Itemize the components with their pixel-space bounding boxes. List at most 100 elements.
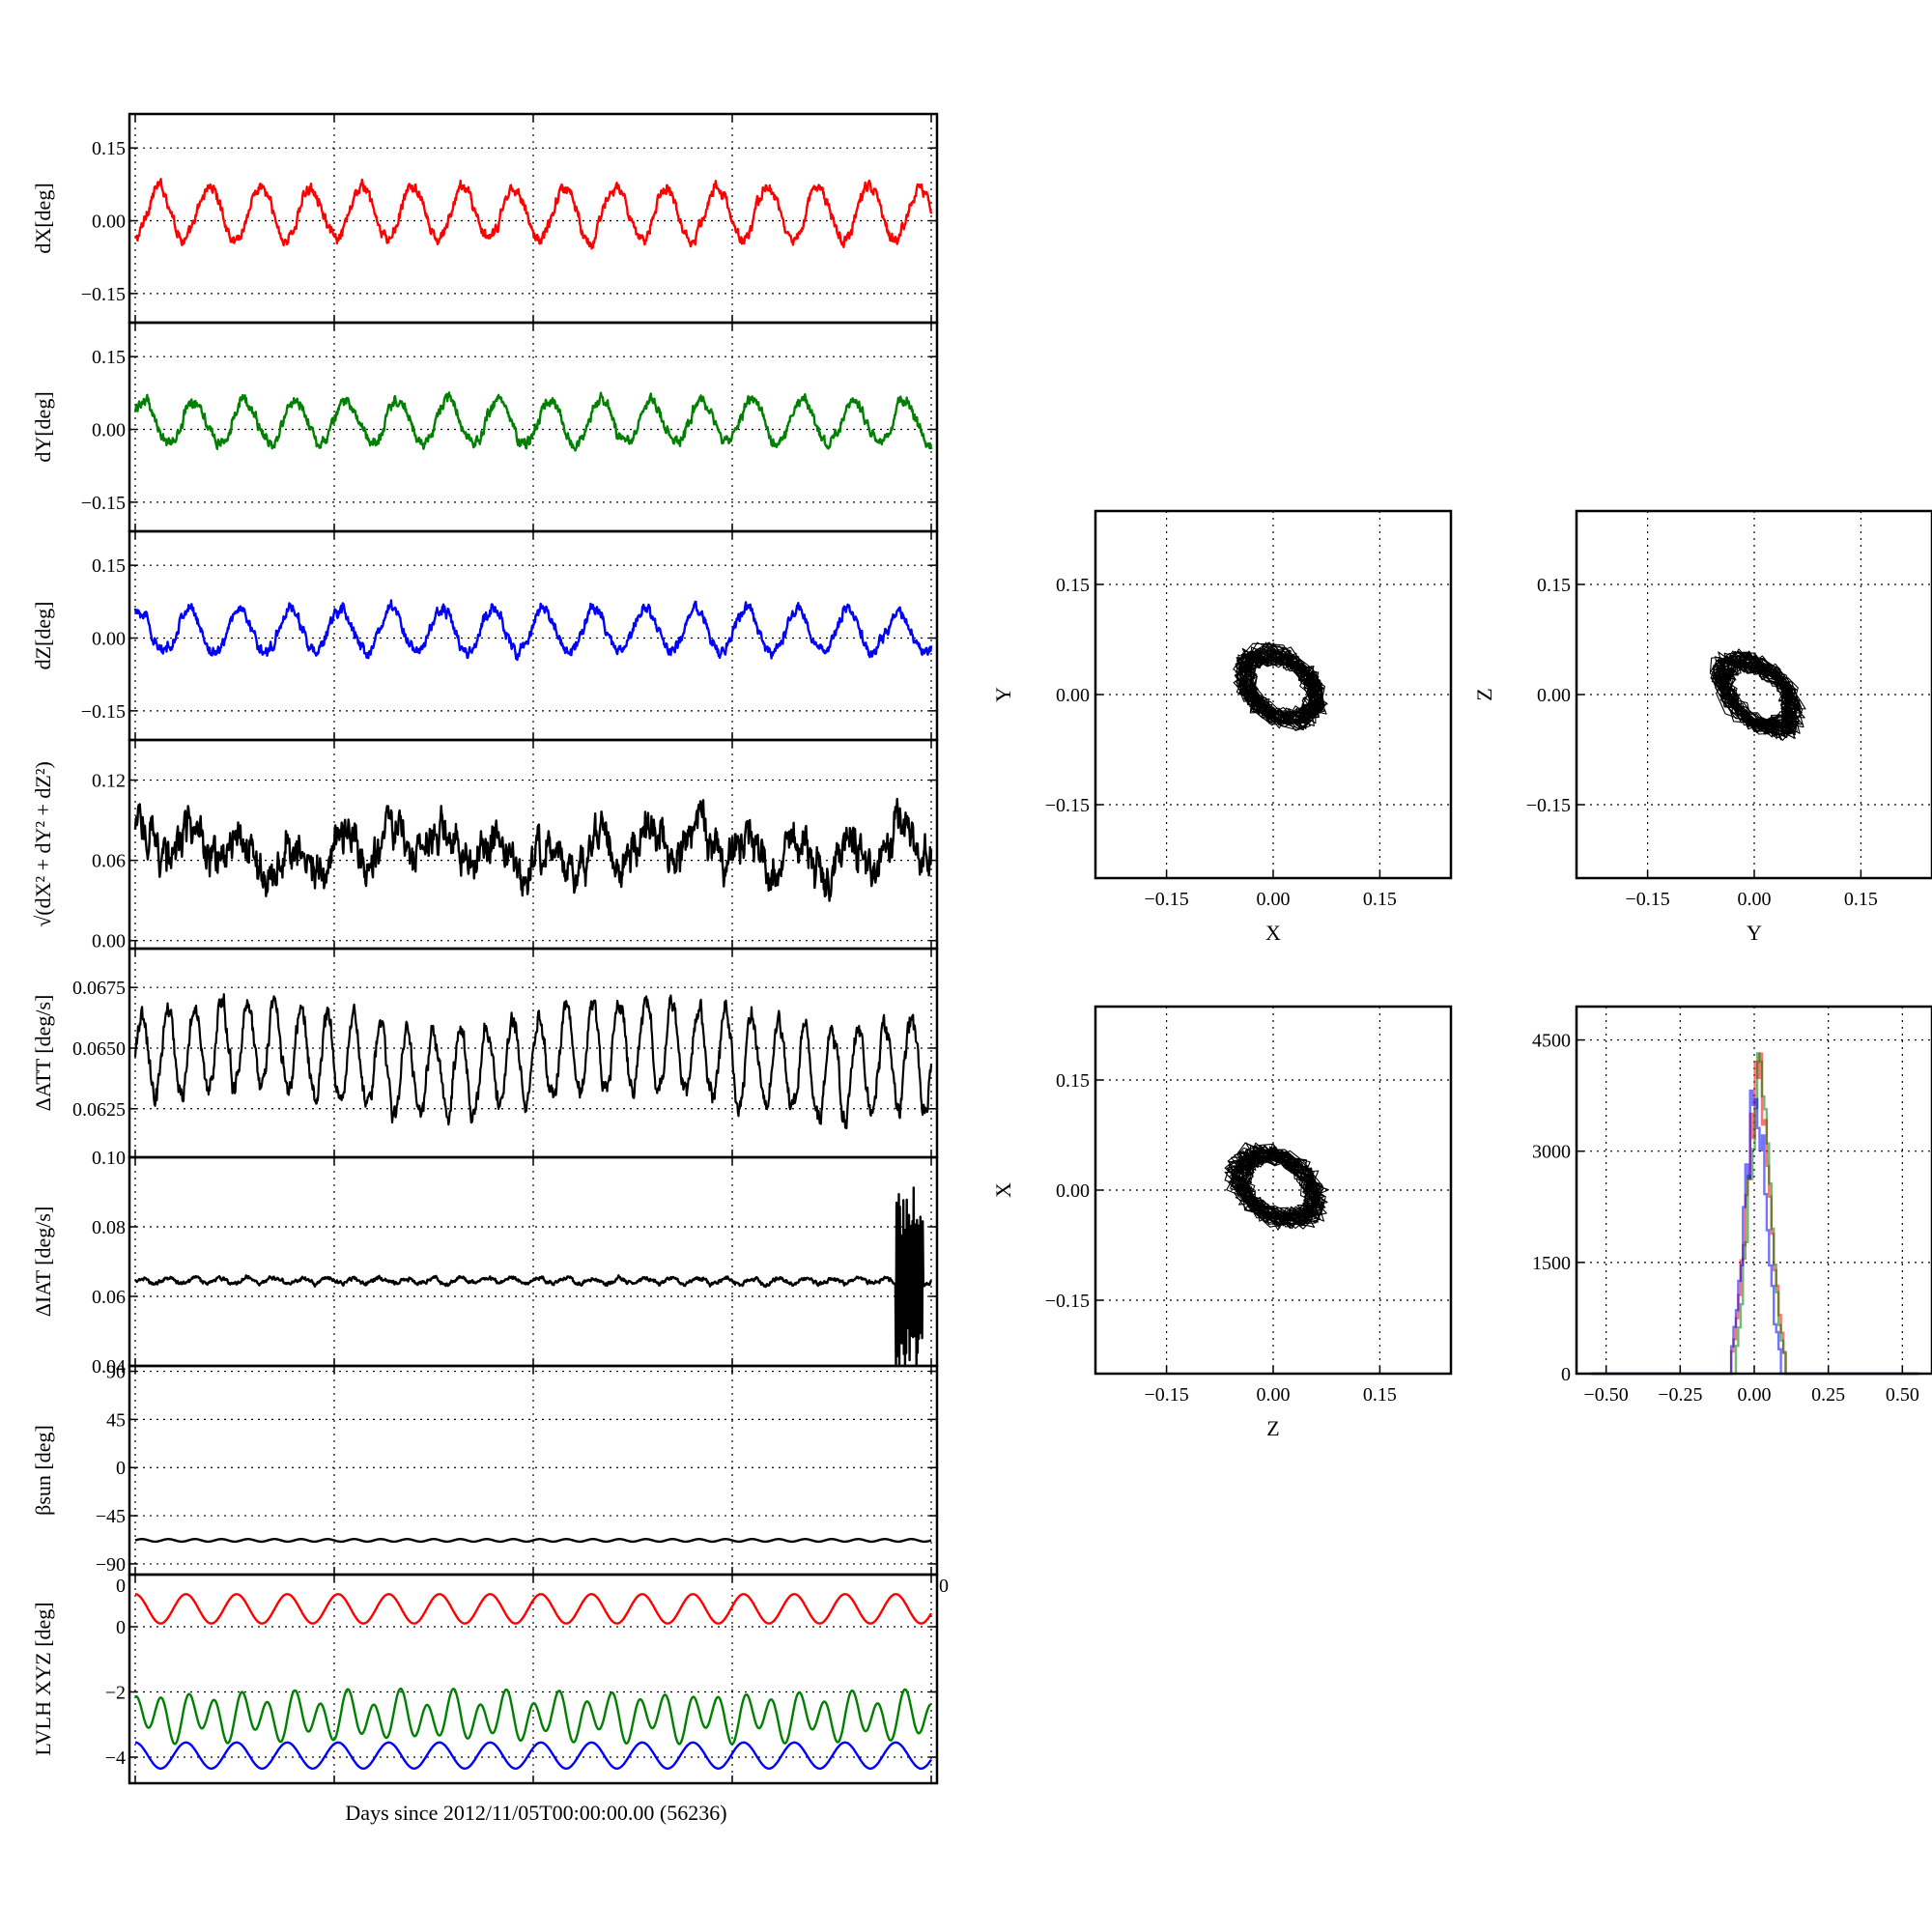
trajectory-yz bbox=[1709, 648, 1806, 741]
y-tick-label: −90 bbox=[96, 1554, 126, 1576]
series-line-diat bbox=[134, 1186, 933, 1368]
y-tick-label: 0.00 bbox=[1056, 1180, 1090, 1202]
x-tick-label: 0.25 bbox=[1811, 1384, 1845, 1406]
panel-xy: −0.15 0.15 0.00 0.00 0.15 −0.15 X Y bbox=[991, 509, 1453, 945]
x-tick-label: −0.50 bbox=[1584, 1384, 1629, 1406]
y-axis-label: X bbox=[991, 1182, 1015, 1198]
y-tick-label: 0 bbox=[116, 1617, 126, 1638]
y-tick-label: 1500 bbox=[1532, 1253, 1571, 1274]
series-line-dx bbox=[134, 178, 933, 250]
x-tick-label: 0.15 bbox=[1363, 889, 1397, 910]
series-line-lvlh bbox=[134, 1741, 932, 1770]
y-tick-label: 0.15 bbox=[92, 347, 126, 368]
y-tick-label: 90 bbox=[106, 1362, 126, 1383]
x-tick-label: 0.15 bbox=[1363, 1384, 1397, 1406]
y-tick-label: 0.12 bbox=[92, 771, 126, 792]
scatter-panels: −0.15 0.15 0.00 0.00 0.15 −0.15 X Y −0.15 0.15 0.0… bbox=[991, 509, 1932, 1440]
y-tick-label: 0.15 bbox=[1537, 575, 1571, 596]
y-tick-label: 0.0650 bbox=[72, 1038, 126, 1060]
y-tick-label: 0.06 bbox=[92, 851, 126, 872]
figure-xlabel: Days since 2012/11/05T00:00:00.00 (56236… bbox=[345, 1801, 726, 1825]
y-tick-label: −0.15 bbox=[1045, 1291, 1090, 1312]
series-line-lvlh bbox=[134, 1593, 933, 1625]
panel-yz: −0.15 0.15 0.00 0.00 0.15 −0.15 Y Z bbox=[1472, 509, 1932, 945]
y-axis-label: √(dX² + dY² + dZ²) bbox=[31, 761, 55, 927]
series-line-beta bbox=[134, 1538, 932, 1544]
y-tick-label: 0.15 bbox=[1056, 575, 1090, 596]
panel-lvlh: 0 −2 −4 0 0 LVLH XYZ [deg] bbox=[31, 1573, 949, 1785]
panel-dy: 0.15 0.00 −0.15 dY[deg] bbox=[31, 321, 939, 533]
time-series-stack: 0.15 0.00 −0.15 dX[deg] 0.15 0.00 −0.15 dY[deg]… bbox=[31, 112, 949, 1785]
y-tick-label: 0.10 bbox=[92, 1148, 126, 1169]
y-tick-label: −0.15 bbox=[81, 493, 126, 514]
panel-dz: 0.15 0.00 −0.15 dZ[deg] bbox=[31, 529, 939, 742]
y-axis-label: dZ[deg] bbox=[31, 602, 55, 670]
x-tick-label: 0.50 bbox=[1886, 1384, 1919, 1406]
y-tick-label: 0.00 bbox=[1056, 685, 1090, 706]
y-tick-label: 0.15 bbox=[92, 555, 126, 577]
x-tick-label: −0.25 bbox=[1658, 1384, 1702, 1406]
x-axis-label: X bbox=[1265, 921, 1281, 945]
y-axis-label: βsun [deg] bbox=[31, 1425, 55, 1516]
y-tick-label: 0.08 bbox=[92, 1217, 126, 1238]
trajectory-xy bbox=[1233, 641, 1328, 731]
y-axis-label: ΔATT [deg/s] bbox=[31, 995, 55, 1112]
y-tick-label: 0.06 bbox=[92, 1287, 126, 1308]
y-tick-label: −0.15 bbox=[81, 284, 126, 305]
y-tick-label: −0.15 bbox=[81, 701, 126, 723]
x-tick-label: −0.15 bbox=[1144, 889, 1188, 910]
y-axis-label: Z bbox=[1472, 688, 1496, 700]
series-line-lvlh bbox=[134, 1688, 932, 1746]
y-tick-label: −2 bbox=[105, 1683, 126, 1704]
y-tick-label: 0.04 bbox=[92, 1356, 126, 1378]
y-tick-label: −0.15 bbox=[1045, 795, 1090, 816]
panel-zx: −0.15 0.15 0.00 0.00 0.15 −0.15 Z X bbox=[991, 1005, 1453, 1440]
y-tick-label: 0.0625 bbox=[72, 1099, 126, 1121]
x-tick-label: 0.00 bbox=[1738, 889, 1772, 910]
y-tick-label: 0.00 bbox=[1537, 685, 1571, 706]
series-line-mag bbox=[133, 797, 933, 902]
y-tick-label: 0 bbox=[116, 1458, 126, 1479]
panel-mag: 0.12 0.06 0.00 √(dX² + dY² + dZ²) bbox=[31, 738, 939, 952]
trajectory-zx bbox=[1224, 1142, 1329, 1231]
x-tick-label: −0.15 bbox=[1625, 889, 1669, 910]
x-tick-label: 0 bbox=[116, 1576, 126, 1597]
x-tick-label: −0.15 bbox=[1144, 1384, 1188, 1406]
panel-diat: 0.10 0.08 0.06 0.04 ΔIAT [deg/s] bbox=[31, 1148, 939, 1378]
panel-hist: −0.50 −0.25 0.00 0.25 0.50 4500 3000 1500 0 bbox=[1532, 1005, 1932, 1406]
y-tick-label: 0.00 bbox=[92, 420, 126, 441]
series-line-datt bbox=[133, 993, 933, 1130]
x-tick-label: 0.00 bbox=[1738, 1384, 1772, 1406]
y-tick-label: 3000 bbox=[1532, 1142, 1571, 1163]
x-tick-label: 0.15 bbox=[1844, 889, 1878, 910]
histogram-panel: −0.50 −0.25 0.00 0.25 0.50 4500 3000 1500 0 bbox=[1532, 1005, 1932, 1406]
panel-dx: 0.15 0.00 −0.15 dX[deg] bbox=[31, 112, 939, 325]
series-line-dz bbox=[133, 599, 933, 662]
y-axis-label: dX[deg] bbox=[31, 183, 55, 253]
y-tick-label: 0.00 bbox=[92, 212, 126, 233]
y-tick-label: 0.15 bbox=[92, 138, 126, 159]
x-tick-label: 0.00 bbox=[1257, 1384, 1291, 1406]
x-tick-label: 0.00 bbox=[1257, 889, 1291, 910]
y-tick-label: 0.0675 bbox=[72, 978, 126, 999]
x-axis-label: Z bbox=[1266, 1416, 1279, 1440]
y-tick-label: −0.15 bbox=[1526, 795, 1571, 816]
y-axis-label: dY[deg] bbox=[31, 391, 55, 462]
x-axis-label: Y bbox=[1747, 921, 1762, 945]
y-tick-label: 0.00 bbox=[92, 931, 126, 952]
y-tick-label: 4500 bbox=[1532, 1031, 1571, 1052]
y-axis-label: ΔIAT [deg/s] bbox=[31, 1207, 55, 1318]
y-tick-label: −4 bbox=[105, 1747, 126, 1769]
y-tick-label: 0.15 bbox=[1056, 1070, 1090, 1092]
y-axis-label: LVLH XYZ [deg] bbox=[31, 1602, 55, 1755]
y-tick-label: −45 bbox=[96, 1506, 126, 1527]
panel-datt: 0.0675 0.0650 0.0625 ΔATT [deg/s] bbox=[31, 947, 939, 1159]
panel-beta: 90 45 0 −45 −90 βsun [deg] bbox=[31, 1362, 939, 1577]
y-axis-label: Y bbox=[991, 687, 1015, 702]
y-tick-label: 45 bbox=[106, 1409, 126, 1431]
y-tick-label: 0 bbox=[1561, 1364, 1571, 1385]
x-tick-label: 0 bbox=[939, 1576, 949, 1597]
y-tick-label: 0.00 bbox=[92, 629, 126, 650]
series-line-dy bbox=[133, 391, 933, 452]
